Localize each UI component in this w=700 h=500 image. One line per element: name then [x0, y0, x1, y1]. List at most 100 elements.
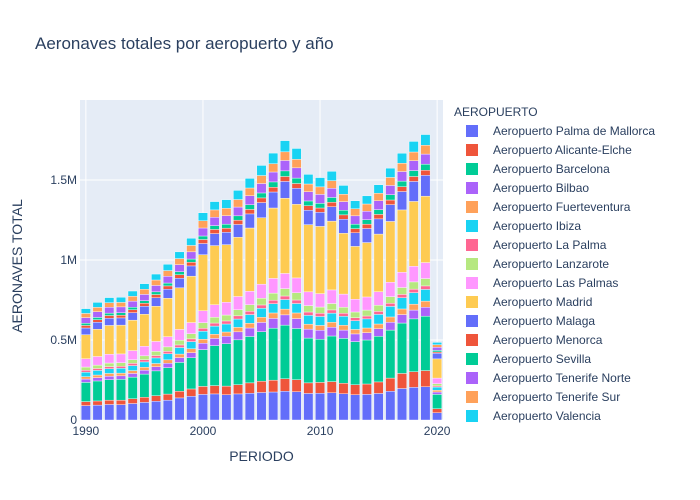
bar-segment: [151, 273, 161, 281]
bar-segment: [233, 296, 243, 310]
legend-label: Aeropuerto Menorca: [493, 332, 603, 347]
bar-segment: [432, 353, 443, 360]
bar-segment: [256, 381, 267, 393]
bar-segment: [315, 316, 325, 326]
legend-item[interactable]: Aeropuerto Ibiza: [466, 216, 581, 235]
bar-segment: [291, 277, 302, 294]
bar-segment: [326, 327, 337, 337]
bar-segment: [256, 283, 267, 299]
legend-item[interactable]: Aeropuerto Bilbao: [466, 178, 589, 197]
bar-segment: [303, 174, 314, 185]
bar-segment: [280, 273, 290, 289]
bar-segment: [162, 359, 173, 364]
bar-segment: [408, 371, 419, 388]
bar-segment: [92, 329, 103, 357]
bar-segment: [338, 325, 349, 331]
bar-segment: [80, 378, 91, 383]
bar-segment: [80, 358, 91, 368]
bar-segment: [244, 304, 255, 312]
bar-segment: [151, 351, 161, 356]
bar-segment: [256, 392, 267, 421]
bar-segment: [127, 363, 138, 366]
bar-segment: [186, 341, 197, 350]
bar-segment: [186, 348, 197, 353]
bar-segment: [291, 299, 302, 304]
bar-segment: [209, 338, 220, 346]
bar-segment: [432, 386, 443, 391]
legend-item[interactable]: Aeropuerto La Palma: [466, 235, 606, 254]
bar-segment: [397, 314, 407, 324]
bar-segment: [385, 316, 396, 323]
bar-segment: [174, 339, 185, 346]
bar-segment: [104, 302, 115, 308]
bar-segment: [350, 232, 361, 247]
bar-segment: [408, 292, 419, 305]
bar-segment: [315, 203, 325, 209]
bar-segment: [303, 305, 314, 313]
bar-segment: [432, 342, 443, 345]
bar-segment: [268, 327, 279, 381]
legend-item[interactable]: Aeropuerto Lanzarote: [466, 254, 609, 273]
bar-segment: [362, 242, 372, 298]
bar-segment: [408, 318, 419, 372]
bar-segment: [209, 317, 220, 324]
bar-segment: [92, 370, 103, 376]
bar-segment: [420, 153, 431, 165]
legend-item[interactable]: Aeropuerto Valencia: [466, 406, 601, 425]
legend-item[interactable]: Aeropuerto Fuerteventura: [466, 197, 630, 216]
bar-segment: [432, 358, 443, 379]
bar-segment: [139, 359, 150, 363]
bar-segment: [385, 329, 396, 379]
x-tick-label: 1990: [73, 424, 100, 438]
bar-segment: [408, 181, 419, 202]
bar-segment: [209, 345, 220, 386]
bar-segment: [127, 307, 138, 310]
bar-segment: [397, 209, 407, 273]
legend-item[interactable]: Aeropuerto Tenerife Sur: [466, 387, 620, 406]
bar-segment: [233, 190, 243, 200]
bar-segment: [397, 322, 407, 374]
bar-segment: [92, 374, 103, 378]
bar-segment: [373, 323, 384, 330]
y-axis-title: AERONAVES TOTAL: [9, 199, 25, 333]
bar-segment: [139, 402, 150, 421]
bar-segment: [198, 343, 208, 350]
legend-item[interactable]: Aeropuerto Las Palmas: [466, 273, 618, 292]
legend-item[interactable]: Aeropuerto Menorca: [466, 330, 602, 349]
legend-swatch: [466, 333, 478, 346]
legend-swatch: [466, 409, 478, 422]
bar-segment: [151, 341, 161, 352]
legend-item[interactable]: Aeropuerto Tenerife Norte: [466, 368, 631, 387]
bar-segment: [326, 289, 337, 304]
bar-segment: [420, 163, 431, 171]
bar-segment: [116, 302, 126, 308]
legend-item[interactable]: Aeropuerto Madrid: [466, 292, 592, 311]
bar-segment: [198, 386, 208, 395]
legend-swatch: [466, 219, 478, 232]
bar-segment: [408, 266, 419, 283]
bar-segment: [209, 393, 220, 421]
x-axis: 1990 2000 2010 2020: [73, 424, 451, 438]
legend-item[interactable]: Aeropuerto Sevilla: [466, 349, 591, 368]
bar-segment: [186, 265, 197, 277]
bar-segment: [432, 377, 443, 384]
bar-segment: [151, 355, 161, 359]
bar-segment: [104, 362, 115, 367]
bar-segment: [256, 192, 267, 199]
bar-segment: [162, 282, 173, 287]
legend-item[interactable]: Aeropuerto Alicante-Elche: [466, 140, 632, 159]
bar-segment: [280, 295, 290, 300]
legend-item[interactable]: Aeropuerto Palma de Mallorca: [466, 121, 655, 140]
bar-segment: [244, 327, 255, 337]
bar-segment: [268, 171, 279, 183]
legend-item[interactable]: Aeropuerto Barcelona: [466, 159, 610, 178]
bar-segment: [198, 349, 208, 387]
bar-segment: [385, 391, 396, 421]
bar-segment: [280, 288, 290, 297]
bar-segment: [174, 264, 185, 272]
bar-segment: [326, 206, 337, 222]
bar-segment: [280, 198, 290, 274]
legend-item[interactable]: Aeropuerto Malaga: [466, 311, 595, 330]
bar-segment: [186, 388, 197, 397]
